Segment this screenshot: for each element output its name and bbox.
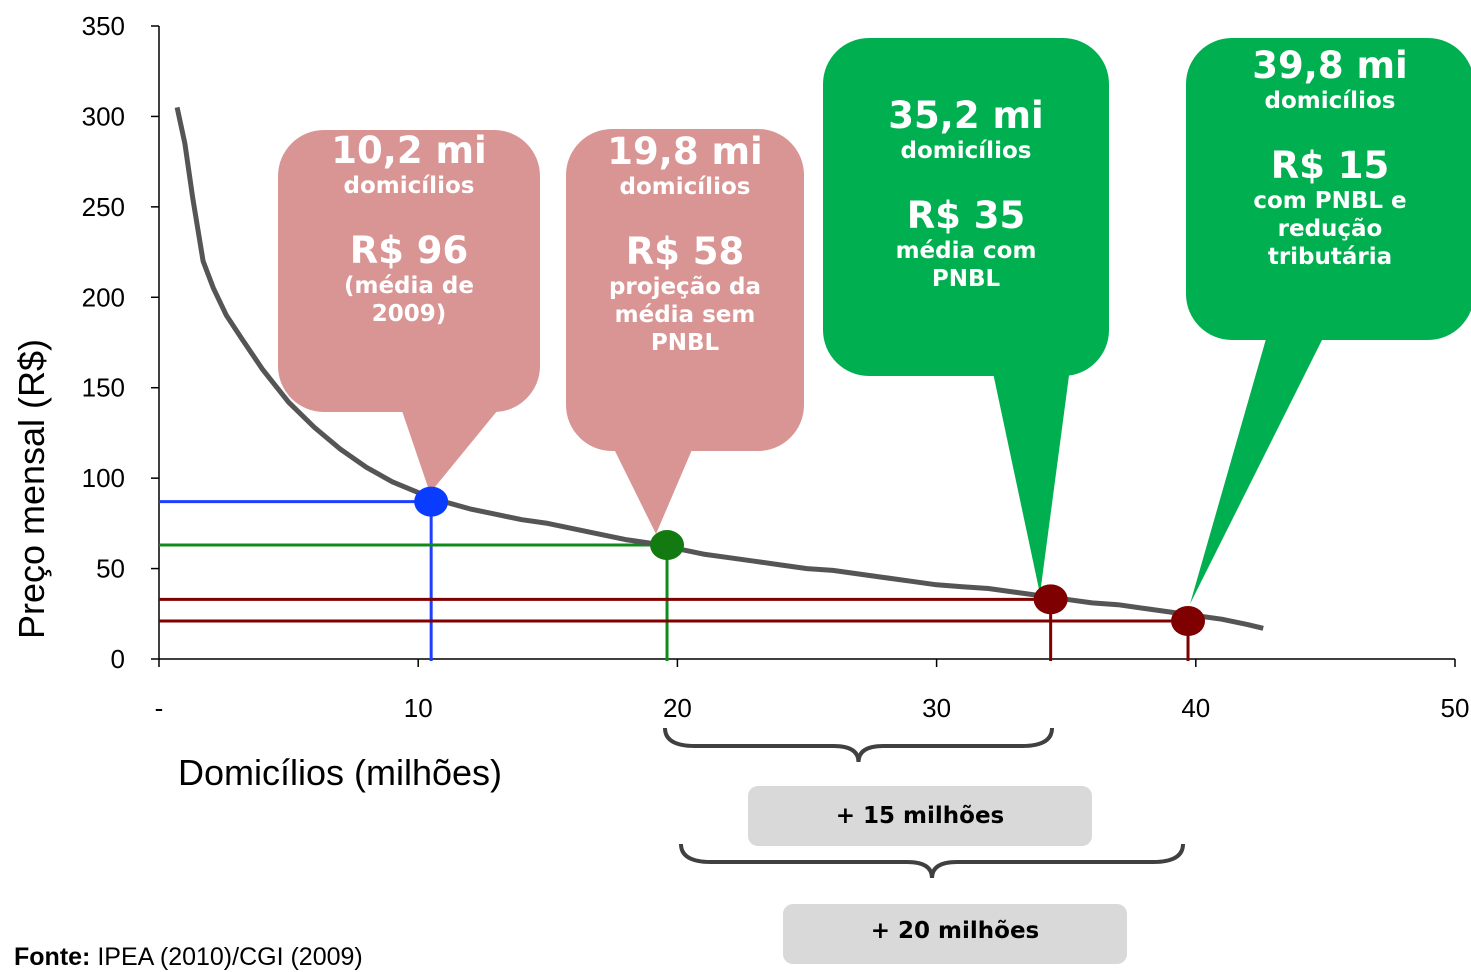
source-note: Fonte: IPEA (2010)/CGI (2009) <box>14 943 363 972</box>
callout-households: 19,8 mi <box>607 130 763 173</box>
callout-households: 39,8 mi <box>1252 44 1408 87</box>
source-text: IPEA (2010)/CGI (2009) <box>97 943 363 971</box>
callout-price: R$ 96 <box>349 229 469 272</box>
y-axis-label: Preço mensal (R$) <box>11 339 52 639</box>
x-axis-label: Domicílios (milhões) <box>178 752 502 793</box>
y-tick-label: 300 <box>82 101 125 131</box>
brace-label-15-milhoes: + 15 milhões <box>835 803 1005 829</box>
y-tick-label: 150 <box>82 373 125 403</box>
callout-pointer <box>992 368 1070 594</box>
highlight-point <box>414 486 449 517</box>
callout-price: R$ 58 <box>625 230 745 273</box>
x-tick-label: 50 <box>1441 693 1470 723</box>
callout-households-label: domicílios <box>900 138 1032 164</box>
source-label: Fonte: <box>14 943 91 971</box>
callout-box <box>566 129 804 451</box>
y-tick-label: 100 <box>82 463 125 493</box>
callout-pointer <box>1190 332 1326 604</box>
brace-label-20-milhoes: + 20 milhões <box>870 918 1040 944</box>
callout-10-2-mi: 10,2 mi domicílios R$ 96 (média de 2009) <box>278 130 540 328</box>
brace-label-box <box>748 786 1092 846</box>
highlight-point <box>1171 606 1206 637</box>
brace-label-box <box>783 904 1127 964</box>
callout-35-2-mi: 35,2 mi domicílios R$ 35 média com PNBL <box>823 95 1109 293</box>
callout-price: R$ 35 <box>906 194 1026 237</box>
callout-note: com PNBL e redução tributária <box>1253 188 1407 270</box>
callout-pointer <box>400 405 502 493</box>
callout-households: 10,2 mi <box>331 129 487 172</box>
callout-households-label: domicílios <box>619 174 751 200</box>
callout-note: média com PNBL <box>895 238 1037 292</box>
y-tick-label: 250 <box>82 192 125 222</box>
callout-box <box>278 130 540 412</box>
y-tick-label: 350 <box>82 11 125 41</box>
highlight-point <box>650 530 685 561</box>
x-tick-label: 30 <box>922 693 951 723</box>
callout-39-8-mi: 39,8 mi domicílios R$ 15 com PNBL e redu… <box>1186 45 1471 271</box>
y-tick-label: 50 <box>96 554 125 584</box>
x-tick-label: 10 <box>404 693 433 723</box>
callout-households: 35,2 mi <box>888 94 1044 137</box>
highlight-point <box>1033 584 1068 615</box>
callout-note: projeção da média sem PNBL <box>608 274 762 356</box>
y-tick-label: 0 <box>111 644 125 674</box>
callout-19-8-mi: 19,8 mi domicílios R$ 58 projeção da méd… <box>566 131 804 357</box>
callout-box <box>1186 38 1471 340</box>
x-tick-label: 40 <box>1181 693 1210 723</box>
brace-20-milhoes <box>679 843 1185 879</box>
y-tick-label: 200 <box>82 282 125 312</box>
callout-pointer <box>612 445 694 534</box>
callout-price: R$ 15 <box>1270 144 1390 187</box>
brace-15-milhoes <box>663 727 1054 763</box>
callout-households-label: domicílios <box>1264 88 1396 114</box>
x-tick-label: - <box>155 693 164 723</box>
callout-note: (média de 2009) <box>343 273 474 327</box>
x-tick-label: 20 <box>663 693 692 723</box>
callout-households-label: domicílios <box>343 173 475 199</box>
callout-box <box>823 38 1109 376</box>
